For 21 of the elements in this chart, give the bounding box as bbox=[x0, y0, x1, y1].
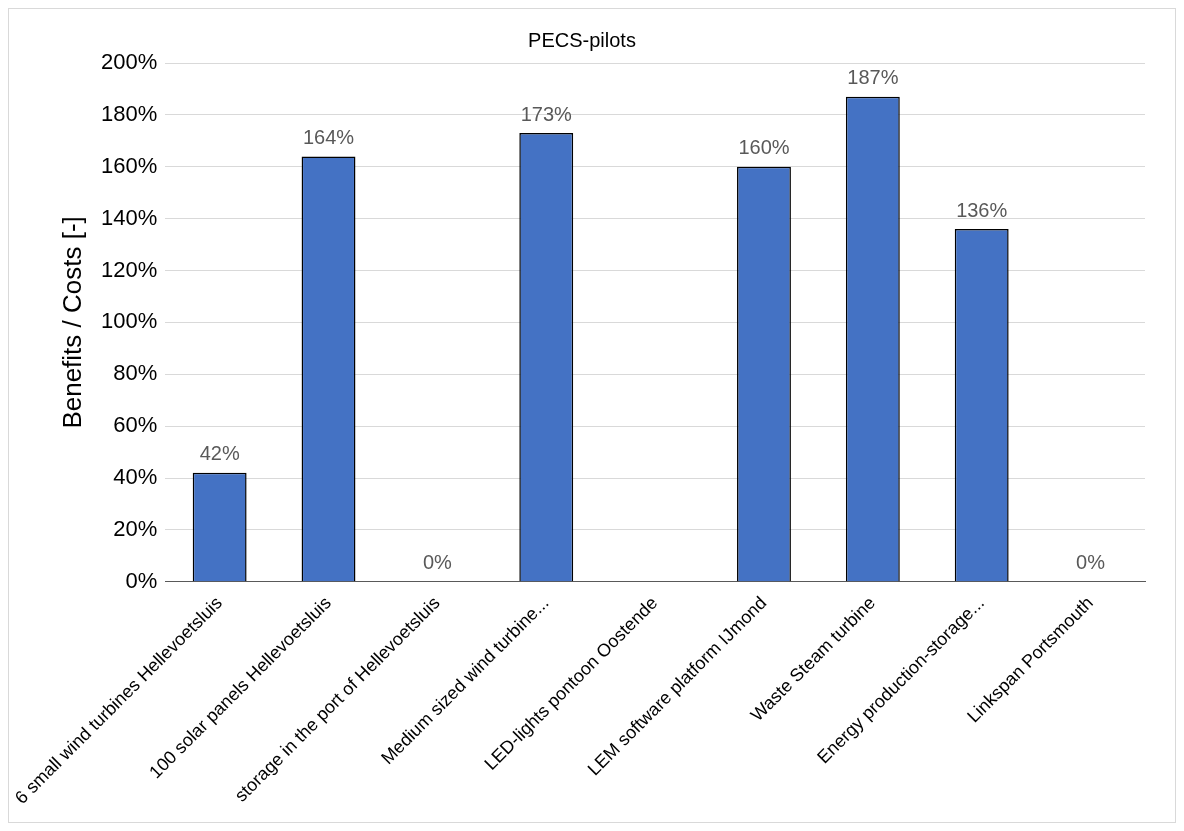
y-axis-title: Benefits / Costs [-] bbox=[56, 216, 87, 429]
y-tick-label: 200% bbox=[100, 49, 158, 75]
data-label: 160% bbox=[738, 136, 790, 159]
y-tick-label: 120% bbox=[100, 256, 158, 282]
y-tick-label: 100% bbox=[100, 308, 158, 334]
data-label: 164% bbox=[302, 125, 355, 148]
y-tick-label: 160% bbox=[100, 152, 158, 178]
y-tick-label: 40% bbox=[113, 464, 158, 490]
data-label: 173% bbox=[520, 102, 573, 125]
y-tick-label: 20% bbox=[113, 516, 158, 541]
y-tick-label: 80% bbox=[113, 360, 158, 386]
data-label: 187% bbox=[847, 66, 899, 89]
data-label: 136% bbox=[956, 198, 1008, 221]
data-label: 0% bbox=[422, 551, 453, 574]
y-tick-label: 180% bbox=[100, 100, 158, 126]
data-label: 42% bbox=[199, 442, 240, 465]
data-label: 0% bbox=[1076, 551, 1106, 574]
y-tick-label: 0% bbox=[125, 567, 158, 593]
y-tick-label: 60% bbox=[113, 412, 158, 438]
y-tick-label: 140% bbox=[100, 204, 158, 230]
chart-title: PECS-pilots bbox=[528, 28, 636, 51]
